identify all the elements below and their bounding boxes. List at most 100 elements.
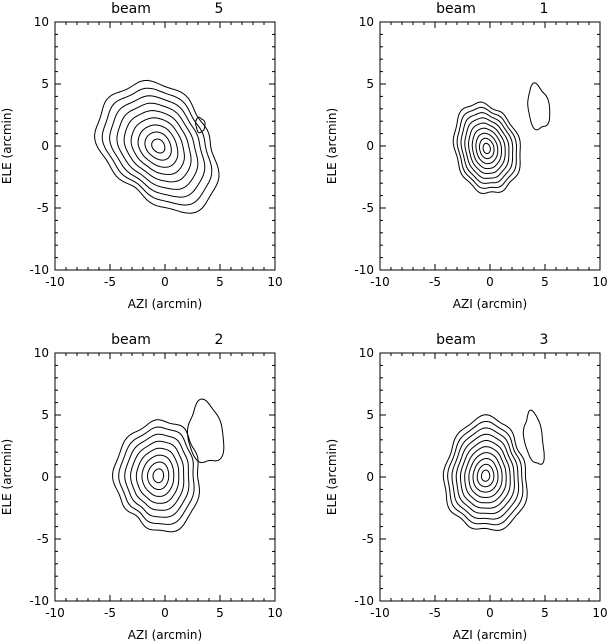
y-axis-label: ELE (arcmin)	[325, 439, 339, 515]
y-tick-label: 5	[366, 77, 374, 91]
contour-ring	[452, 101, 521, 195]
panel-title-number: 3	[540, 332, 549, 348]
contour-ring	[455, 433, 515, 515]
panel-title-word: beam	[111, 332, 151, 348]
y-tick-label: -10	[29, 594, 49, 608]
x-tick-label: -10	[370, 606, 390, 620]
y-tick-label: 5	[41, 408, 49, 422]
x-tick-label: -10	[45, 275, 65, 289]
x-tick-labels: -10 -5 0 5 10	[370, 606, 607, 620]
x-tick-label: 5	[541, 275, 549, 289]
y-axis-label: ELE (arcmin)	[0, 439, 14, 515]
contour-ring	[460, 439, 511, 509]
contour-ring	[147, 461, 170, 490]
plot-frame	[54, 352, 276, 602]
axis-ticks	[54, 352, 276, 602]
contour-lines	[452, 82, 551, 195]
y-tick-label: 0	[366, 470, 374, 484]
contour-lines	[94, 79, 220, 214]
contour-ring	[118, 426, 195, 525]
sidelobe-contour	[195, 116, 206, 134]
contour-ring	[112, 419, 200, 533]
contour-ring	[94, 79, 220, 214]
contour-ring	[472, 458, 499, 493]
y-tick-label: -10	[29, 263, 49, 277]
axis-ticks	[54, 21, 276, 271]
y-tick-label: 0	[41, 139, 49, 153]
contour-ring	[480, 469, 491, 482]
panel-title-number: 5	[215, 1, 224, 17]
contour-ring	[101, 87, 213, 206]
y-tick-label: -10	[354, 594, 374, 608]
contour-ring	[130, 440, 185, 511]
contour-ring	[479, 137, 495, 160]
sidelobe-contour	[527, 82, 551, 131]
contour-ring	[130, 117, 185, 176]
y-tick-label: -5	[362, 201, 374, 215]
y-tick-label: -5	[37, 201, 49, 215]
panel-title-number: 1	[540, 1, 549, 17]
x-axis-label: AZI (arcmin)	[453, 297, 527, 311]
x-tick-label: 5	[216, 275, 224, 289]
x-tick-labels: -10 -5 0 5 10	[370, 275, 607, 289]
y-tick-labels: -10 -5 0 5 10	[354, 346, 374, 608]
x-tick-label: 5	[541, 606, 549, 620]
contour-ring	[109, 95, 206, 198]
contour-ring	[141, 454, 175, 497]
sidelobe-contour	[186, 398, 225, 464]
x-tick-label: 10	[592, 275, 607, 289]
y-tick-label: 10	[359, 346, 374, 360]
contour-ring	[456, 106, 518, 189]
y-tick-label: 0	[366, 139, 374, 153]
contour-ring	[482, 142, 491, 155]
x-axis-label: AZI (arcmin)	[453, 628, 527, 642]
x-tick-label: 0	[486, 606, 494, 620]
contour-ring	[124, 433, 190, 518]
contour-ring	[464, 117, 510, 179]
y-tick-labels: -10 -5 0 5 10	[29, 346, 49, 608]
contour-lines	[442, 409, 545, 531]
axis-ticks	[379, 352, 601, 602]
x-tick-label: 10	[267, 606, 282, 620]
contour-ring	[476, 463, 495, 488]
contour-lines	[112, 398, 225, 533]
contour-ring	[460, 112, 514, 184]
y-tick-labels: -10 -5 0 5 10	[354, 15, 374, 277]
contour-ring	[475, 132, 499, 165]
y-tick-label: 10	[34, 15, 49, 29]
contour-ring	[471, 127, 502, 170]
y-tick-label: 10	[34, 346, 49, 360]
x-tick-label: 0	[161, 275, 169, 289]
y-tick-label: 0	[41, 470, 49, 484]
contour-ring	[123, 109, 192, 183]
contour-ring	[135, 447, 180, 504]
contour-ring	[152, 468, 165, 484]
y-axis-label: ELE (arcmin)	[325, 108, 339, 184]
x-tick-label: -5	[429, 275, 441, 289]
x-tick-label: -10	[370, 275, 390, 289]
x-tick-label: -10	[45, 606, 65, 620]
sidelobe-contour	[522, 409, 545, 465]
contour-ring	[467, 122, 506, 174]
panel-title-word: beam	[111, 1, 151, 17]
x-tick-labels: -10 -5 0 5 10	[45, 275, 282, 289]
x-axis-label: AZI (arcmin)	[128, 628, 202, 642]
x-tick-label: -5	[104, 275, 116, 289]
x-tick-label: 5	[216, 606, 224, 620]
contour-ring	[451, 427, 520, 520]
contour-ring	[144, 131, 172, 161]
contour-ring	[137, 124, 179, 168]
contour-ring	[464, 446, 507, 504]
x-tick-label: 10	[267, 275, 282, 289]
contour-ring	[151, 138, 166, 154]
contour-ring	[116, 102, 199, 190]
y-tick-label: 5	[366, 408, 374, 422]
y-tick-label: 5	[41, 77, 49, 91]
x-tick-label: 0	[486, 275, 494, 289]
y-axis-label: ELE (arcmin)	[0, 108, 14, 184]
